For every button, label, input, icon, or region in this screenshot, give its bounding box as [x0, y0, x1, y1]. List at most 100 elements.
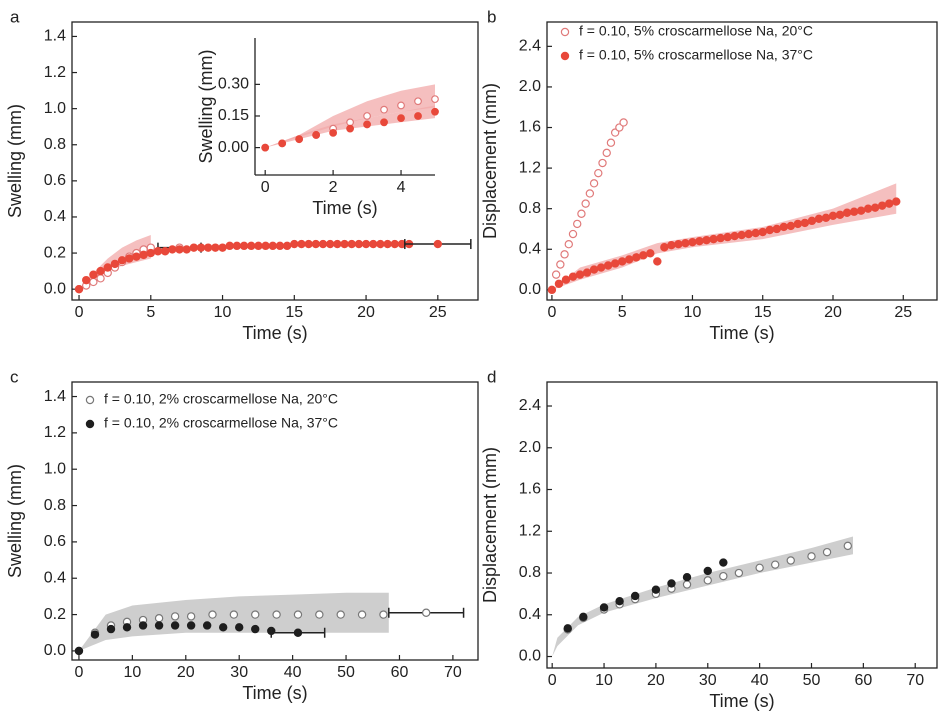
data-point — [390, 239, 399, 249]
data-point — [863, 204, 873, 213]
data-point — [175, 245, 184, 254]
data-point — [758, 227, 767, 237]
data-point — [153, 247, 163, 256]
y-tick-label: 2.4 — [519, 397, 541, 414]
data-point — [585, 189, 595, 198]
y-axis-title: Swelling (mm) — [196, 49, 216, 163]
data-point — [122, 623, 132, 632]
data-point — [885, 199, 894, 208]
x-tick-label: 10 — [123, 664, 141, 681]
data-point — [82, 275, 91, 285]
data-point — [397, 114, 405, 122]
y-tick-label: 1.4 — [44, 388, 66, 405]
y-tick-label: 0.8 — [44, 136, 66, 153]
y-tick-label: 1.2 — [519, 522, 541, 539]
data-point — [581, 199, 590, 208]
x-tick-label: 10 — [684, 304, 702, 321]
data-point — [318, 239, 328, 249]
legend-marker — [560, 51, 570, 61]
legend-label: f = 0.10, 5% croscarmellose Na, 37°C — [579, 47, 813, 63]
data-point — [304, 239, 313, 249]
data-point — [630, 591, 640, 601]
data-point — [667, 579, 676, 588]
data-point — [146, 248, 155, 258]
data-point — [361, 239, 371, 249]
x-axis-title: Time (s) — [709, 323, 774, 343]
data-point — [751, 228, 760, 238]
data-point — [682, 572, 692, 582]
data-point — [154, 621, 164, 630]
data-point — [594, 168, 603, 178]
panel-label: b — [487, 7, 496, 26]
data-point — [431, 107, 439, 116]
panel-1: 0 2 4 0.00 0.15 0.30 Time (s) Swelling (mm) — [195, 34, 439, 221]
x-tick-label: 30 — [230, 664, 248, 681]
data-point — [596, 263, 606, 272]
data-point — [807, 216, 817, 226]
legend-item: f = 0.10, 5% croscarmellose Na, 20°C — [560, 23, 813, 39]
data-point — [719, 571, 728, 581]
data-point — [218, 623, 228, 632]
data-point — [560, 250, 569, 259]
data-point — [208, 610, 217, 619]
y-tick-label: 1.6 — [519, 119, 541, 136]
data-point — [225, 241, 234, 251]
data-point — [556, 260, 565, 269]
x-tick-label: 40 — [751, 672, 769, 689]
data-point — [89, 277, 98, 287]
data-point — [755, 563, 764, 572]
x-tick-label: 20 — [824, 304, 842, 321]
data-point — [575, 270, 585, 279]
data-point — [606, 138, 616, 147]
y-tick-label: 0.30 — [218, 76, 249, 93]
error-band — [78, 592, 389, 651]
data-point — [814, 214, 824, 224]
data-point — [189, 243, 199, 252]
data-point — [261, 143, 270, 152]
data-point — [709, 234, 718, 244]
data-point — [660, 243, 669, 252]
data-point — [278, 139, 287, 148]
data-point — [568, 272, 578, 281]
error-band — [265, 84, 435, 148]
data-point — [703, 566, 712, 576]
x-tick-label: 0 — [75, 304, 84, 321]
data-point — [653, 257, 662, 266]
data-point — [603, 261, 613, 270]
x-tick-label: 0 — [548, 672, 557, 689]
data-point — [554, 279, 564, 288]
x-axis-title: Time (s) — [312, 198, 377, 218]
data-point — [182, 245, 191, 254]
data-point — [357, 610, 367, 619]
plot-frame — [546, 21, 938, 301]
data-point — [770, 560, 780, 569]
data-point — [272, 610, 281, 619]
y-tick-label: 0.4 — [44, 569, 66, 586]
data-point — [106, 624, 116, 634]
data-point — [379, 610, 388, 619]
data-point — [577, 209, 586, 218]
data-point — [632, 253, 641, 262]
data-point — [297, 239, 306, 249]
legend-label: f = 0.10, 2% croscarmellose Na, 37°C — [104, 415, 338, 431]
x-tick-label: 50 — [337, 664, 355, 681]
data-point — [232, 241, 242, 251]
y-tick-label: 0.6 — [44, 172, 66, 189]
data-point — [561, 275, 571, 284]
data-point — [110, 259, 120, 269]
data-point — [235, 623, 244, 632]
x-tick-label: 0 — [547, 304, 556, 321]
data-point — [737, 230, 746, 240]
data-point — [667, 241, 676, 250]
panel-3: 0 10 20 30 40 50 60 70 0.0 0.2 0.4 0.6 0.8 1.0 1.2 1.4 T… — [5, 367, 479, 703]
panel-label: a — [10, 7, 20, 26]
data-point — [682, 580, 692, 589]
data-point — [154, 614, 164, 623]
legend-marker — [85, 395, 95, 405]
data-point — [254, 241, 263, 251]
data-point — [674, 239, 683, 249]
y-tick-label: 0.0 — [519, 281, 541, 298]
legend-label: f = 0.10, 5% croscarmellose Na, 20°C — [579, 23, 813, 39]
